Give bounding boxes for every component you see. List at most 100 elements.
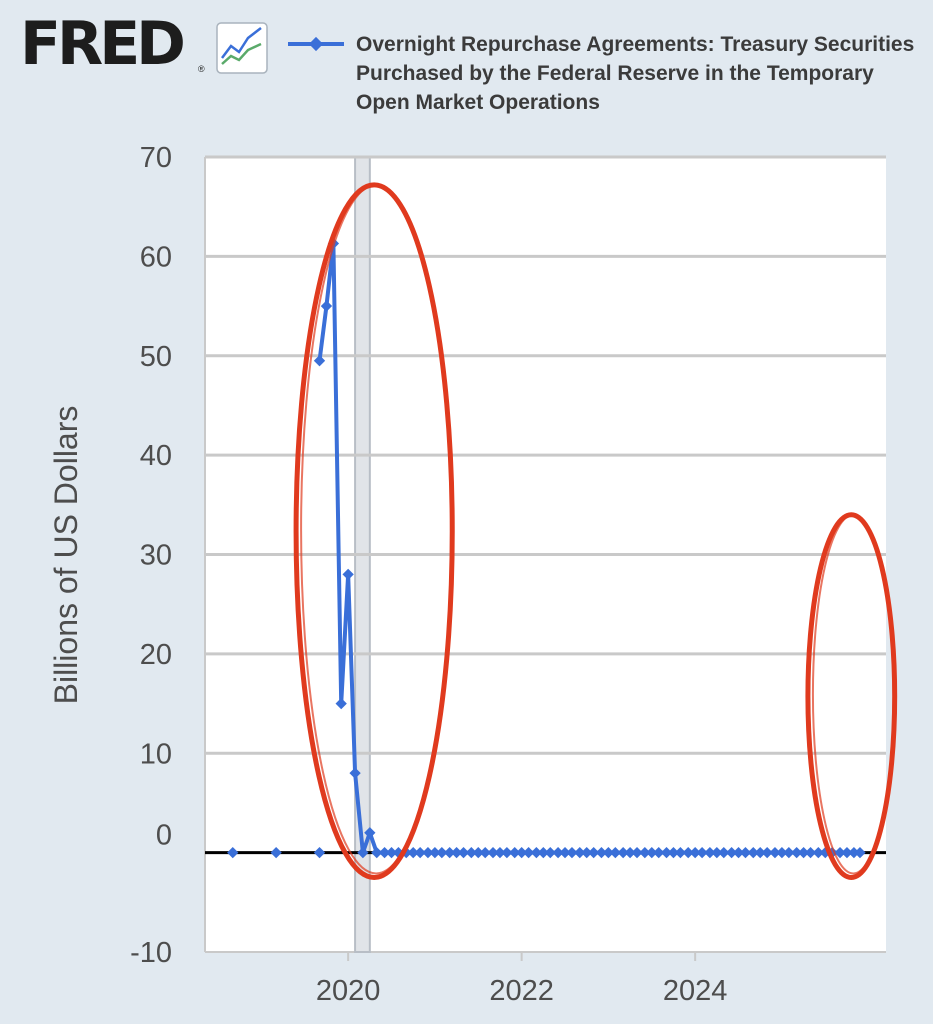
- y-tick-label: 20: [140, 639, 172, 671]
- data-point: [313, 355, 326, 367]
- annotation-layer: [293, 182, 898, 880]
- data-point: [414, 846, 426, 859]
- y-tick-label: 40: [140, 440, 172, 472]
- data-point: [515, 846, 528, 859]
- data-point: [436, 846, 448, 859]
- data-point: [270, 846, 282, 859]
- y-axis-ticks: -10 0 10 20 30 40 50 60 70: [130, 142, 172, 969]
- data-point: [639, 846, 651, 859]
- data-point: [494, 846, 506, 859]
- data-point: [732, 846, 745, 859]
- data-point: [797, 846, 810, 859]
- fred-chart-icon: [216, 22, 268, 74]
- data-point: [537, 846, 549, 859]
- data-point: [364, 827, 376, 839]
- data-point: [385, 846, 398, 859]
- data-point: [854, 846, 866, 859]
- data-point: [522, 846, 535, 859]
- data-point: [812, 846, 824, 859]
- y-tick-label: 10: [140, 738, 172, 770]
- registered-mark: ®: [198, 64, 205, 74]
- data-point: [631, 846, 643, 859]
- x-tick-label: 2024: [663, 975, 728, 1007]
- data-point: [704, 846, 716, 859]
- data-point: [804, 846, 817, 859]
- y-axis-label: Billions of US Dollars: [48, 406, 84, 705]
- x-axis-ticks: 2020 2022 2024: [316, 952, 728, 1007]
- data-point: [696, 846, 708, 859]
- data-point: [465, 846, 477, 859]
- data-point: [783, 846, 795, 859]
- data-point: [530, 846, 543, 859]
- y-tick-label: 60: [140, 241, 172, 273]
- data-point: [725, 846, 738, 859]
- data-point: [718, 846, 730, 859]
- data-point: [552, 846, 564, 859]
- data-point: [602, 846, 615, 859]
- data-point: [227, 846, 239, 859]
- data-point: [509, 846, 521, 859]
- fred-logo[interactable]: FRED: [20, 9, 186, 79]
- data-point: [595, 846, 608, 859]
- data-point: [544, 846, 556, 859]
- data-point: [776, 846, 788, 859]
- data-point: [609, 846, 621, 859]
- y-tick-label: 0: [156, 820, 172, 852]
- y-tick-label: 30: [140, 540, 172, 572]
- data-point: [841, 846, 853, 859]
- annotation-ellipse-stroke: [300, 183, 453, 875]
- data-point: [790, 846, 803, 859]
- series-layer: [227, 237, 866, 859]
- data-point: [472, 846, 484, 859]
- annotation-ellipse-stroke: [811, 513, 895, 875]
- data-point: [761, 846, 773, 859]
- chart-header: FRED ® Overnight Repurchase Agreements: …: [0, 0, 933, 130]
- data-point: [357, 846, 369, 859]
- data-point: [739, 846, 752, 859]
- data-point: [566, 846, 578, 859]
- data-point: [501, 846, 513, 859]
- data-point: [689, 846, 701, 859]
- data-point: [660, 846, 673, 859]
- data-point: [667, 846, 680, 859]
- data-point: [429, 846, 441, 859]
- data-point: [559, 846, 571, 859]
- data-point: [342, 568, 354, 581]
- data-point: [674, 846, 687, 859]
- data-point: [371, 846, 383, 859]
- x-tick-label: 2020: [316, 975, 381, 1007]
- data-point: [320, 300, 333, 312]
- data-point: [682, 846, 694, 859]
- data-point: [457, 846, 470, 859]
- data-point: [848, 846, 860, 859]
- y-tick-label: 50: [140, 341, 172, 373]
- data-point: [587, 846, 600, 859]
- data-point: [443, 846, 456, 859]
- data-point: [769, 846, 781, 859]
- data-point: [335, 697, 347, 710]
- x-tick-label: 2022: [489, 975, 554, 1007]
- data-point: [617, 846, 629, 859]
- y-tick-label: -10: [130, 937, 172, 969]
- data-point: [574, 846, 586, 859]
- legend-swatch: [288, 36, 344, 52]
- data-point: [711, 846, 723, 859]
- data-point: [487, 846, 499, 859]
- data-point: [834, 846, 846, 859]
- data-point: [422, 846, 434, 859]
- data-point: [313, 846, 326, 859]
- data-point: [581, 846, 593, 859]
- data-point: [450, 846, 463, 859]
- data-point: [653, 846, 665, 859]
- data-point: [349, 767, 361, 779]
- data-point: [747, 846, 759, 859]
- data-point: [378, 846, 391, 859]
- data-point: [624, 846, 636, 859]
- data-point: [479, 846, 491, 859]
- data-point: [754, 846, 766, 859]
- y-tick-label: 70: [140, 142, 172, 174]
- data-point: [407, 846, 419, 859]
- data-point: [646, 846, 658, 859]
- legend-label: Overnight Repurchase Agreements: Treasur…: [356, 33, 915, 114]
